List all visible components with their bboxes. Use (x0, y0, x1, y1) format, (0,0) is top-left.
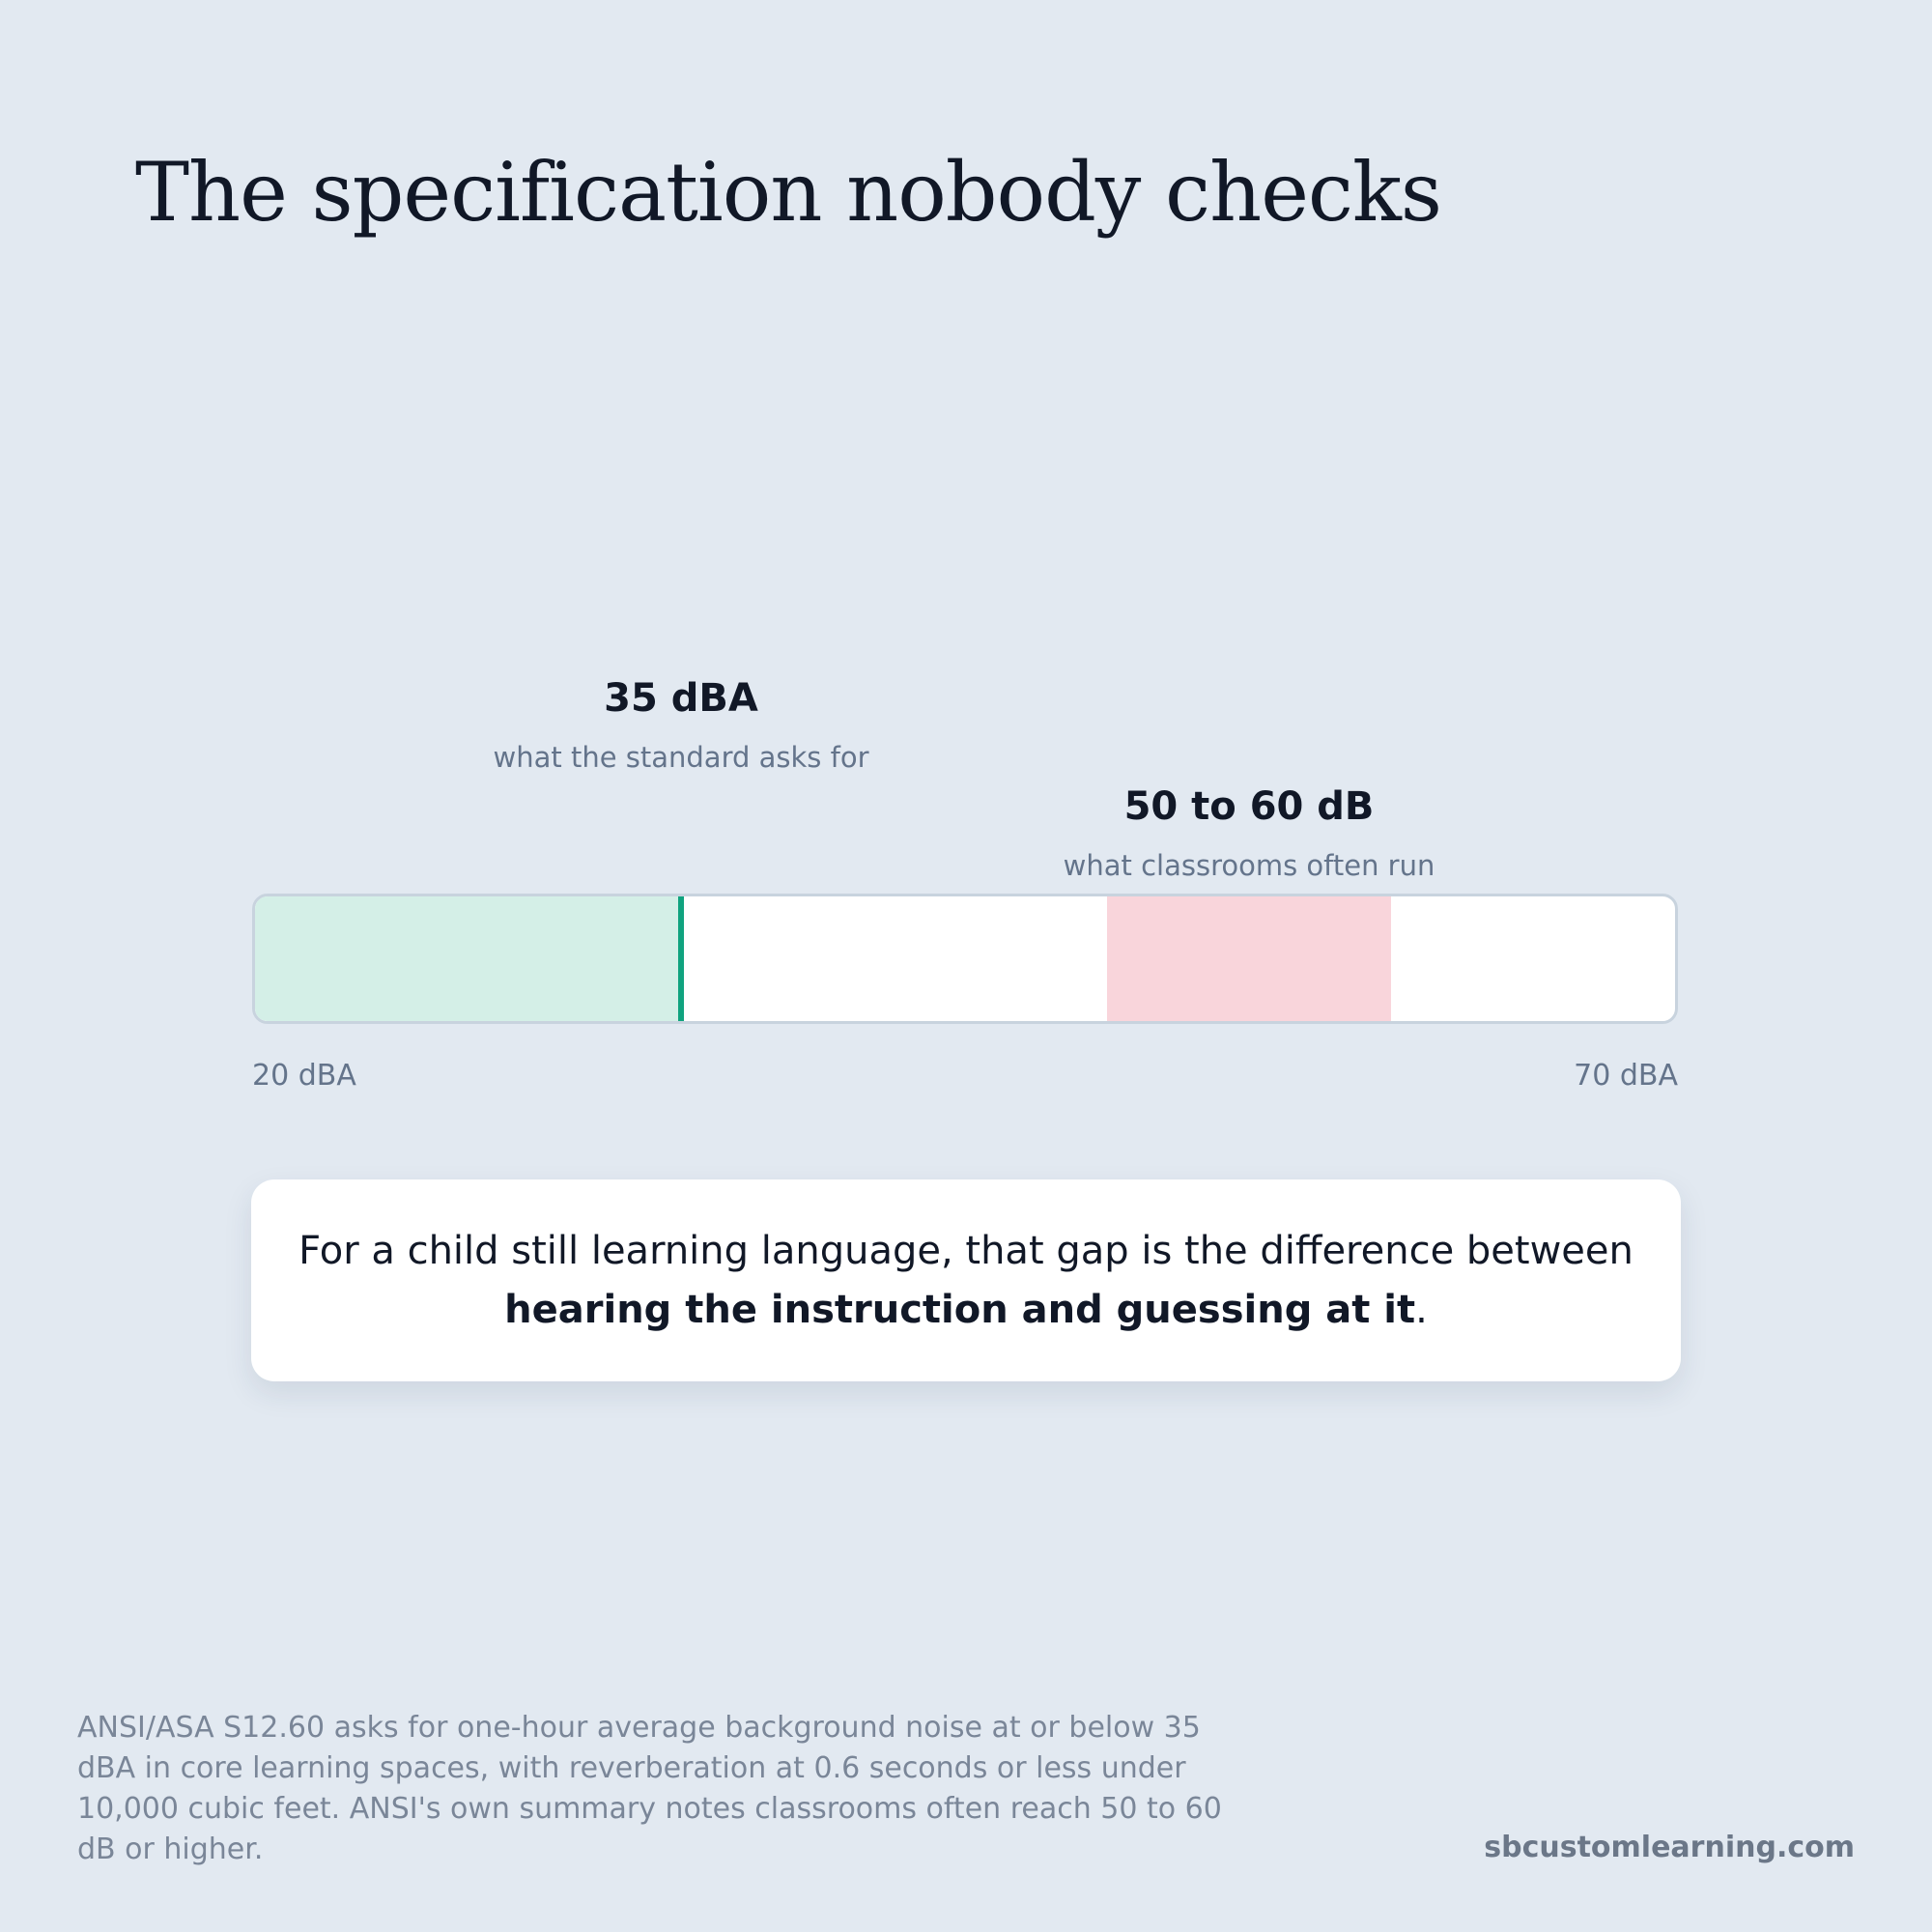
callout-text: For a child still learning language, tha… (260, 1222, 1672, 1340)
callout-card: For a child still learning language, tha… (251, 1179, 1681, 1381)
scale-min-label: 20 dBA (252, 1059, 356, 1093)
target-zone (255, 896, 681, 1021)
range-label: 50 to 60 dB (1123, 784, 1375, 829)
title: The specification nobody checks (135, 145, 1442, 240)
range-caption: what classrooms often run (1063, 849, 1435, 882)
marker-label: 35 dBA (604, 676, 758, 721)
callout-text-end: . (1415, 1287, 1428, 1332)
site-url: sbcustomlearning.com (1484, 1831, 1855, 1864)
callout-text-bold: hearing the instruction and guessing at … (504, 1287, 1416, 1332)
scale-max-label: 70 dBA (1574, 1059, 1678, 1093)
scale-bar (252, 894, 1678, 1024)
callout-text-start: For a child still learning language, tha… (298, 1228, 1634, 1273)
marker-line (678, 896, 684, 1021)
footnote: ANSI/ASA S12.60 asks for one-hour averag… (77, 1711, 1222, 1866)
marker-caption: what the standard asks for (493, 741, 869, 774)
range-zone (1107, 896, 1391, 1021)
